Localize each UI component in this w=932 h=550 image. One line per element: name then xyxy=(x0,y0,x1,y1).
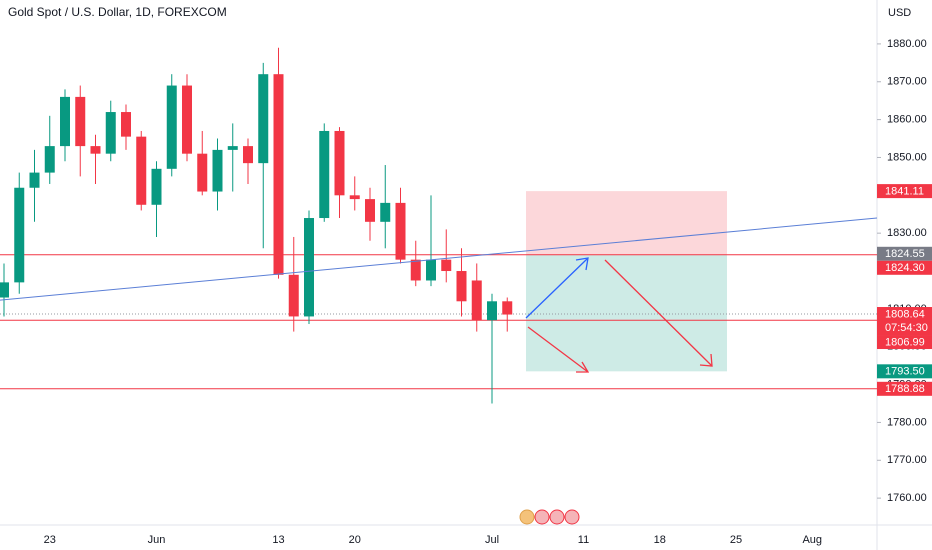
trend-line xyxy=(0,217,878,301)
candle-body xyxy=(502,301,513,315)
candle-body xyxy=(0,282,9,298)
arrow xyxy=(525,258,588,319)
event-icon xyxy=(534,509,550,525)
x-tick-label: Aug xyxy=(802,534,822,546)
chart-title: Gold Spot / U.S. Dollar, 1D, FOREXCOM xyxy=(8,5,227,19)
stop-zone xyxy=(526,191,727,255)
y-tick-label: 1870.00 xyxy=(887,76,927,88)
y-tick-label: 1850.00 xyxy=(887,151,927,163)
candle-body xyxy=(273,74,284,275)
y-tick-label: 1830.00 xyxy=(887,227,927,239)
y-tick-label: 1860.00 xyxy=(887,114,927,126)
price-scale-labels: 1841.11 1824.55 1824.30 1808.64 07:54:30 1806… xyxy=(877,184,932,396)
price-label-box xyxy=(877,381,932,396)
candle-body xyxy=(14,187,25,283)
price-label-box xyxy=(877,260,932,275)
candle-body xyxy=(334,130,345,196)
arrow-head xyxy=(699,353,713,367)
candle-body xyxy=(410,259,421,281)
candle-body xyxy=(105,112,116,154)
price-label: 1841.11 xyxy=(885,186,924,198)
candle-body xyxy=(60,96,70,147)
y-tick-label: 1880.00 xyxy=(887,38,927,50)
price-label: 1824.30 xyxy=(885,262,925,274)
countdown-label: 07:54:30 xyxy=(885,322,928,334)
event-icons xyxy=(519,509,580,525)
candle-body xyxy=(304,218,314,317)
arrow-head xyxy=(576,361,590,373)
x-tick-label: 18 xyxy=(654,534,666,546)
candle-body xyxy=(182,85,192,154)
y-tick-label: 1760.00 xyxy=(887,492,927,504)
price-label-box xyxy=(877,184,932,199)
price-label: 1793.50 xyxy=(885,366,925,378)
price-label-box xyxy=(877,307,932,336)
price-label: 1806.99 xyxy=(885,336,925,348)
price-label-box xyxy=(877,246,932,261)
x-tick-label: 13 xyxy=(272,534,284,546)
candle-body xyxy=(197,153,208,192)
candle-body xyxy=(29,172,40,188)
x-tick-label: 11 xyxy=(578,534,589,546)
y-tick-label: 1770.00 xyxy=(887,454,927,466)
candle-body xyxy=(44,146,55,173)
candle-body xyxy=(471,280,482,321)
x-tick-label: Jun xyxy=(148,534,166,546)
price-label-box xyxy=(877,364,932,379)
main-layer xyxy=(0,47,878,404)
candle-body xyxy=(151,168,162,205)
candle-body xyxy=(365,199,375,222)
candle-body xyxy=(456,271,467,302)
x-tick-label: 23 xyxy=(44,534,56,546)
candle-body xyxy=(487,301,497,321)
candle-body xyxy=(319,130,330,219)
candle-body xyxy=(136,136,147,205)
candle-body xyxy=(258,74,269,164)
candle-body xyxy=(121,112,131,137)
candle-body xyxy=(426,259,436,281)
event-icon xyxy=(564,509,580,525)
candle-body xyxy=(288,274,299,317)
candle-body xyxy=(212,149,223,192)
price-label-box xyxy=(877,335,932,350)
event-icon xyxy=(549,509,565,525)
currency-label: USD xyxy=(888,7,911,19)
y-tick-label: 1780.00 xyxy=(887,416,927,428)
x-tick-label: Jul xyxy=(485,534,499,546)
price-label: 1808.64 xyxy=(885,308,925,320)
candle-body xyxy=(380,202,391,222)
x-tick-label: 20 xyxy=(349,534,361,546)
candle-body xyxy=(166,85,177,169)
arrow xyxy=(527,326,589,373)
candle-body xyxy=(90,146,101,154)
candle-body xyxy=(243,146,253,164)
arrow xyxy=(604,259,713,367)
event-icon xyxy=(519,509,535,525)
price-label: 1824.55 xyxy=(885,248,925,260)
target-zone xyxy=(526,254,727,372)
price-label: 1788.88 xyxy=(885,383,925,395)
candle-body xyxy=(441,259,452,272)
candle-body xyxy=(75,96,86,147)
candle-body xyxy=(349,195,360,200)
x-tick-label: 25 xyxy=(730,534,742,546)
arrows xyxy=(525,257,713,373)
arrow-head xyxy=(575,257,589,271)
candle-body xyxy=(395,202,406,260)
candle-body xyxy=(227,146,238,150)
